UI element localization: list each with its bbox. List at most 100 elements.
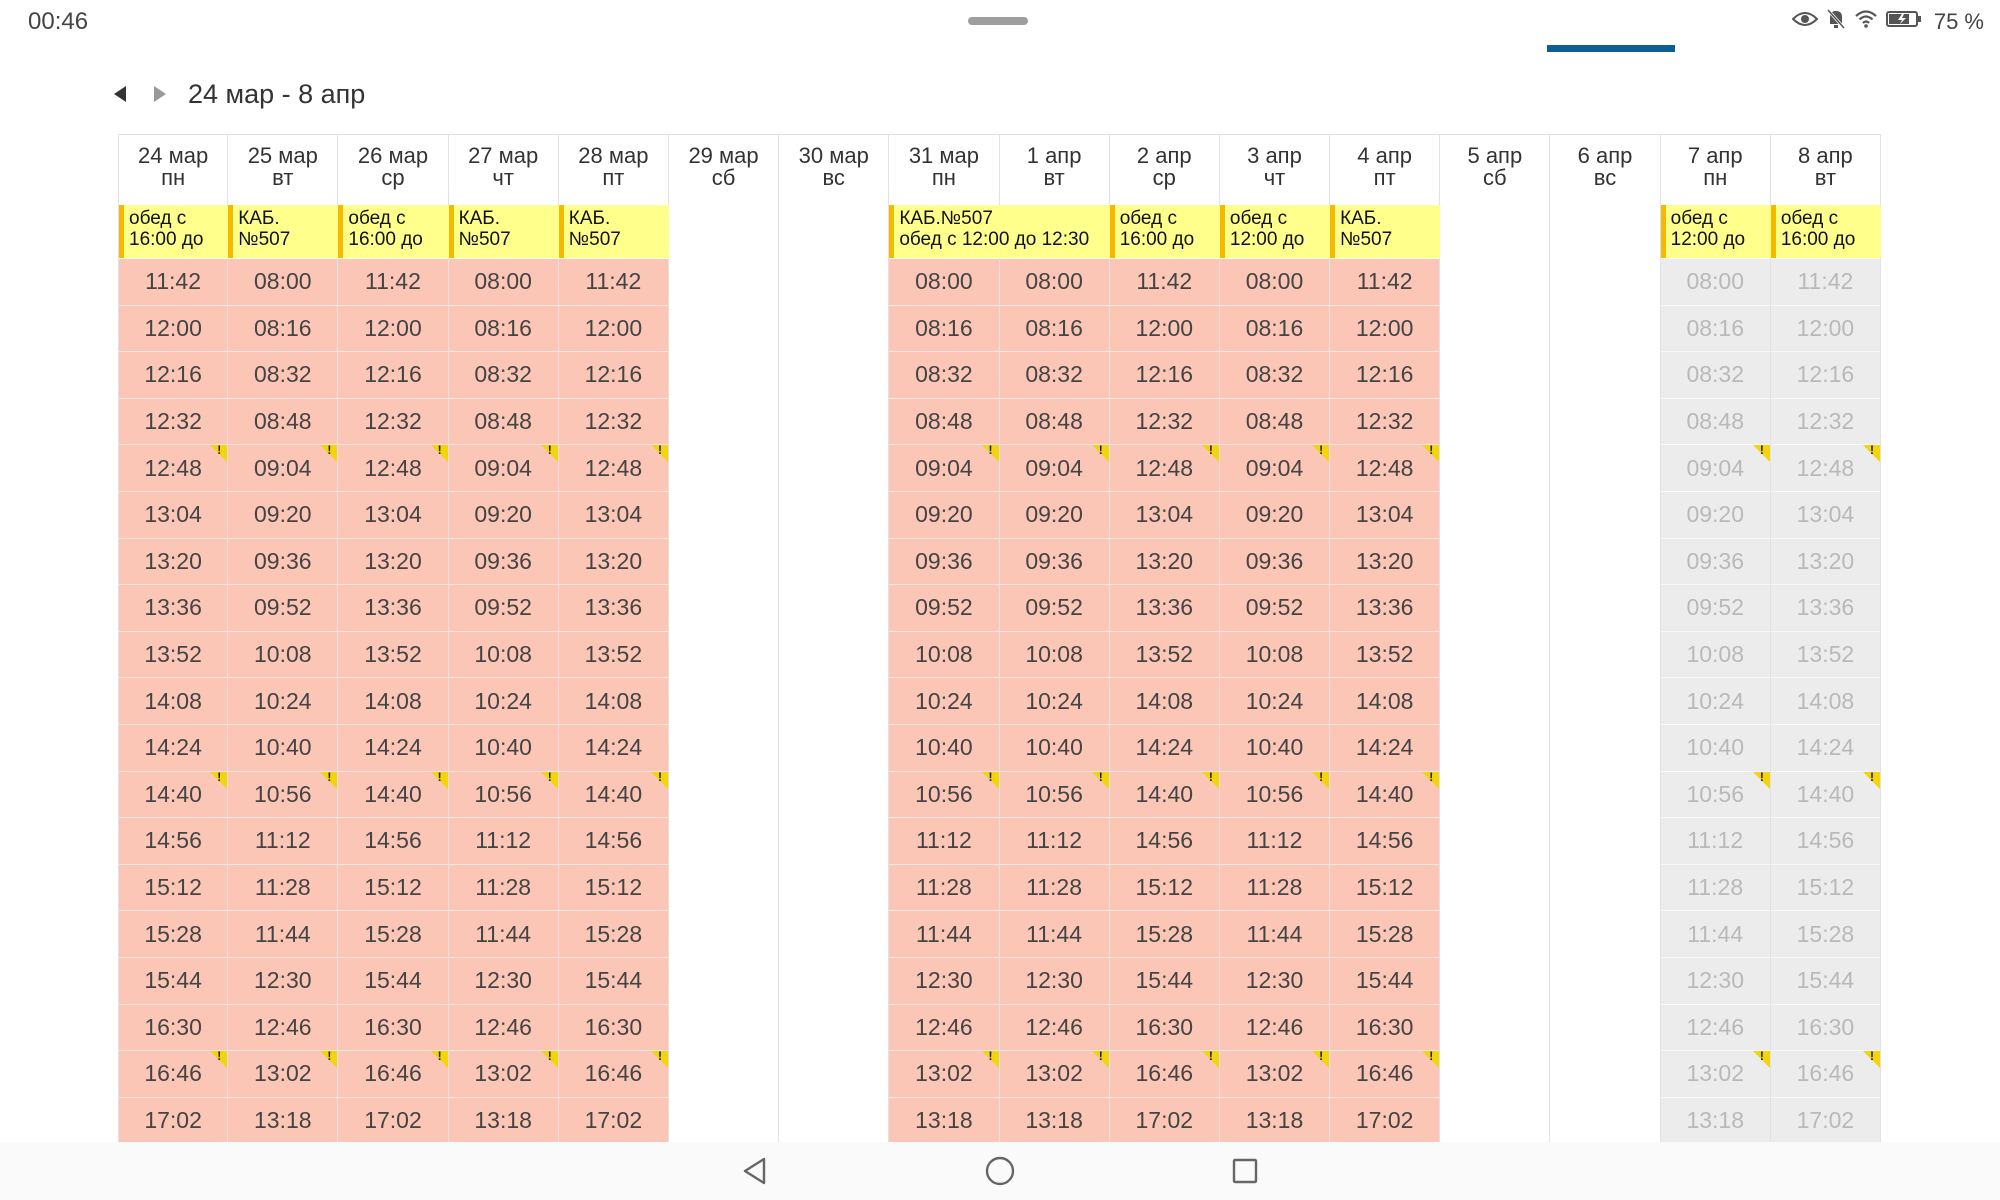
time-slot[interactable]: 12:16 [119, 352, 228, 399]
time-slot[interactable]: 13:20 [1330, 538, 1440, 586]
time-slot[interactable]: 13:04 [1109, 491, 1219, 539]
time-slot[interactable]: 14:08 [1109, 678, 1219, 725]
day-header[interactable]: 3 апр чт [1219, 134, 1330, 203]
time-slot[interactable]: 11:42 [1330, 259, 1440, 306]
time-slot[interactable]: 16:46 [558, 1049, 668, 1098]
time-slot[interactable]: 15:44 [1330, 957, 1440, 1005]
time-slot[interactable]: 15:28 [119, 911, 228, 958]
time-slot[interactable]: 09:36 [448, 538, 558, 586]
time-slot[interactable]: 09:04 [1219, 443, 1330, 492]
time-slot[interactable]: 11:44 [1219, 911, 1330, 958]
time-slot[interactable]: 14:08 [1330, 678, 1440, 725]
time-slot[interactable]: 13:18 [448, 1097, 558, 1142]
time-slot[interactable]: 15:44 [558, 957, 668, 1005]
time-slot[interactable]: 10:08 [448, 631, 558, 679]
time-slot[interactable]: 11:12 [1660, 818, 1770, 865]
time-slot[interactable]: 08:00 [889, 259, 999, 306]
time-slot[interactable]: 12:32 [1330, 398, 1440, 446]
time-slot[interactable]: 14:24 [119, 724, 228, 772]
time-slot[interactable]: 13:02 [1219, 1049, 1330, 1098]
recents-button[interactable] [1224, 1150, 1266, 1192]
time-slot[interactable]: 14:40 [1770, 770, 1880, 819]
time-slot[interactable]: 13:04 [1770, 491, 1880, 539]
time-slot[interactable]: 09:36 [999, 538, 1109, 586]
time-slot[interactable]: 11:42 [1770, 259, 1880, 306]
time-slot[interactable]: 12:32 [1770, 398, 1880, 446]
time-slot[interactable]: 08:16 [448, 305, 558, 353]
time-slot[interactable]: 09:04 [228, 443, 338, 492]
day-note[interactable]: обед с 16:00 до [1770, 205, 1881, 258]
day-header[interactable]: 6 апр вс [1550, 134, 1660, 203]
time-slot[interactable]: 12:30 [228, 957, 338, 1005]
time-slot[interactable]: 13:52 [1109, 631, 1219, 679]
time-slot[interactable]: 12:00 [558, 305, 668, 353]
day-note[interactable]: КАБ. №507 [558, 205, 669, 258]
time-slot[interactable]: 10:56 [1219, 770, 1330, 819]
time-slot[interactable]: 13:04 [119, 491, 228, 539]
day-note[interactable]: КАБ.№507 обед с 12:00 до 12:30 [889, 205, 1110, 258]
time-slot[interactable]: 10:24 [889, 678, 999, 725]
time-slot[interactable]: 09:52 [228, 585, 338, 632]
time-slot[interactable]: 11:42 [119, 259, 228, 306]
time-slot[interactable]: 15:28 [558, 911, 668, 958]
time-slot[interactable]: 15:12 [1330, 864, 1440, 912]
day-header[interactable]: 24 мар пн [119, 134, 228, 203]
time-slot[interactable]: 13:36 [1330, 585, 1440, 632]
time-slot[interactable]: 12:46 [448, 1004, 558, 1052]
day-header[interactable]: 26 мар ср [338, 134, 448, 203]
time-slot[interactable]: 11:44 [1660, 911, 1770, 958]
time-slot[interactable]: 12:32 [338, 398, 448, 446]
time-slot[interactable]: 11:42 [1109, 259, 1219, 306]
time-slot[interactable]: 16:46 [119, 1049, 228, 1098]
time-slot[interactable]: 08:32 [999, 352, 1109, 399]
time-slot[interactable]: 09:52 [999, 585, 1109, 632]
time-slot[interactable]: 10:24 [999, 678, 1109, 725]
time-slot[interactable]: 12:00 [338, 305, 448, 353]
time-slot[interactable]: 09:52 [1660, 585, 1770, 632]
time-slot[interactable]: 13:18 [1219, 1097, 1330, 1142]
time-slot[interactable]: 08:00 [1219, 259, 1330, 306]
time-slot[interactable]: 14:24 [1330, 724, 1440, 772]
time-slot[interactable]: 15:28 [1770, 911, 1880, 958]
time-slot[interactable]: 13:52 [338, 631, 448, 679]
time-slot[interactable]: 11:12 [889, 818, 999, 865]
time-slot[interactable]: 12:46 [1660, 1004, 1770, 1052]
time-slot[interactable]: 11:12 [999, 818, 1109, 865]
time-slot[interactable]: 12:30 [999, 957, 1109, 1005]
time-slot[interactable]: 15:44 [338, 957, 448, 1005]
time-slot[interactable]: 08:16 [999, 305, 1109, 353]
time-slot[interactable]: 15:12 [338, 864, 448, 912]
time-slot[interactable]: 09:04 [448, 443, 558, 492]
time-slot[interactable]: 14:56 [119, 818, 228, 865]
time-slot[interactable]: 08:48 [889, 398, 999, 446]
time-slot[interactable]: 13:36 [119, 585, 228, 632]
drag-handle[interactable] [968, 17, 1028, 25]
time-slot[interactable]: 09:20 [1660, 491, 1770, 539]
time-slot[interactable]: 13:20 [1770, 538, 1880, 586]
time-slot[interactable]: 11:12 [1219, 818, 1330, 865]
time-slot[interactable]: 13:52 [558, 631, 668, 679]
time-slot[interactable]: 14:56 [1770, 818, 1880, 865]
day-header[interactable]: 31 мар пн [889, 134, 999, 203]
day-note[interactable]: обед с 16:00 до [119, 205, 230, 258]
time-slot[interactable]: 14:56 [1109, 818, 1219, 865]
time-slot[interactable]: 13:18 [999, 1097, 1109, 1142]
time-slot[interactable]: 17:02 [1770, 1097, 1880, 1142]
time-slot[interactable]: 13:52 [1770, 631, 1880, 679]
time-slot[interactable]: 08:00 [448, 259, 558, 306]
time-slot[interactable]: 09:04 [1660, 443, 1770, 492]
time-slot[interactable]: 09:04 [999, 443, 1109, 492]
time-slot[interactable]: 11:44 [999, 911, 1109, 958]
time-slot[interactable]: 14:08 [119, 678, 228, 725]
time-slot[interactable]: 10:40 [1660, 724, 1770, 772]
time-slot[interactable]: 14:40 [1330, 770, 1440, 819]
time-slot[interactable]: 14:40 [338, 770, 448, 819]
time-slot[interactable]: 10:56 [228, 770, 338, 819]
time-slot[interactable]: 13:20 [1109, 538, 1219, 586]
back-button[interactable] [734, 1150, 776, 1192]
time-slot[interactable]: 13:02 [889, 1049, 999, 1098]
home-button[interactable] [979, 1150, 1021, 1192]
day-note[interactable]: обед с 16:00 до [1109, 205, 1220, 258]
time-slot[interactable]: 15:12 [558, 864, 668, 912]
time-slot[interactable]: 16:46 [1109, 1049, 1219, 1098]
